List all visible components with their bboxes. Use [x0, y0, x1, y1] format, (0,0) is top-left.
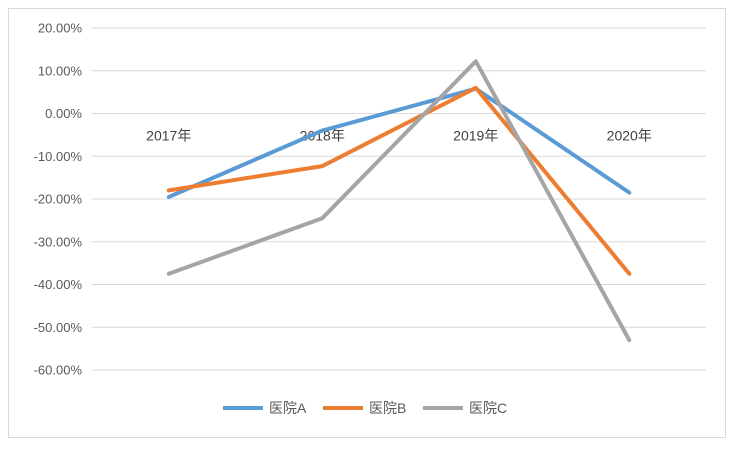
y-axis-ticks: 20.00% 10.00% 0.00% -10.00% -20.00% -30.00% -4…: [34, 21, 83, 378]
y-tick-label: -40.00%: [34, 277, 83, 292]
y-tick-label: -20.00%: [34, 192, 83, 207]
legend: 医院A 医院B 医院C: [223, 400, 507, 416]
category-label: 2017年: [146, 128, 191, 144]
y-tick-label: -10.00%: [34, 149, 83, 164]
y-tick-label: -50.00%: [34, 320, 83, 335]
legend-label: 医院A: [269, 400, 307, 416]
category-label: 2019年: [453, 128, 498, 144]
y-tick-label: 20.00%: [38, 21, 83, 36]
category-label: 2020年: [607, 128, 652, 144]
category-labels: 2017年 2018年 2019年 2020年: [146, 128, 652, 144]
legend-label: 医院C: [469, 400, 507, 416]
series-line-1: [166, 86, 632, 199]
legend-label: 医院B: [369, 400, 406, 416]
series-line-2: [166, 85, 632, 276]
y-tick-label: -60.00%: [34, 363, 83, 378]
series-line-3: [166, 59, 632, 343]
y-tick-label: 0.00%: [45, 106, 82, 121]
series-lines: [166, 59, 632, 343]
chart-frame: [8, 8, 726, 438]
category-label: 2018年: [300, 128, 345, 144]
y-tick-label: 10.00%: [38, 63, 83, 78]
gridlines: [92, 27, 706, 371]
y-tick-label: -30.00%: [34, 234, 83, 249]
